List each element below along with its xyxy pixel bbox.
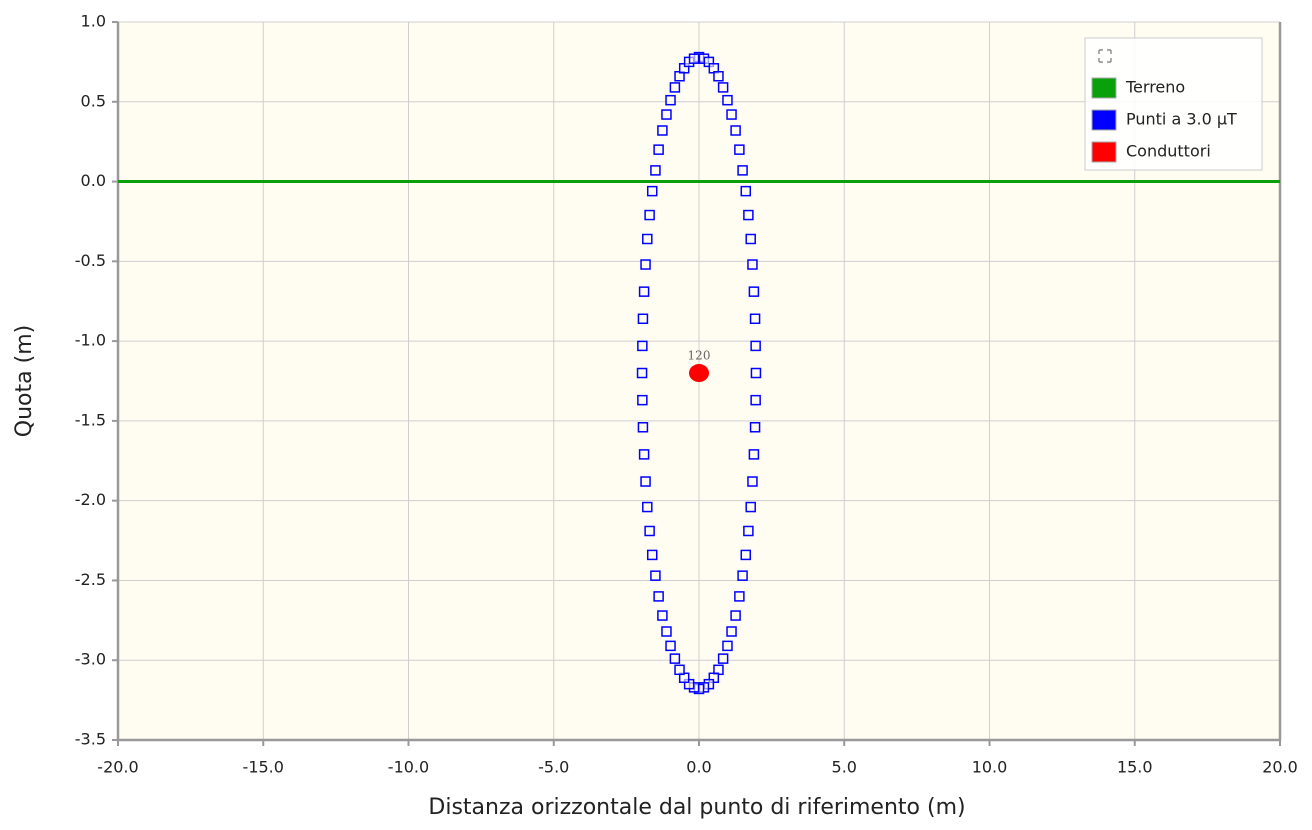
x-tick-label: -10.0 [388,758,429,777]
field-point [734,144,745,155]
x-tick-label: 10.0 [972,758,1008,777]
y-tick-label: 0.5 [81,91,106,110]
field-point [637,394,648,406]
field-point [669,82,681,93]
field-point [748,286,760,297]
field-point [646,185,658,197]
field-point [688,53,700,64]
field-point [646,549,658,561]
field-point [734,591,745,602]
field-point [674,664,685,676]
field-point [748,449,760,460]
field-point [726,109,737,120]
x-tick-label: 5.0 [832,758,857,777]
field-point [737,570,748,581]
field-point [730,125,741,136]
field-point [642,233,653,245]
field-point [661,109,672,120]
expand-icon [1098,49,1112,63]
legend-swatch [1091,77,1117,99]
field-point [650,165,661,176]
field-point [636,367,648,379]
field-point [722,94,733,106]
legend-label: Conduttori [1126,142,1211,161]
y-tick-label: -3.5 [75,730,106,749]
plot-border [116,22,1282,742]
x-tick-label: -15.0 [243,758,284,777]
conductor-label: 120 [688,349,711,363]
y-tick-label: -2.5 [75,570,106,589]
legend-label: Punti a 3.0 μT [1126,110,1237,129]
field-point [653,144,664,155]
field-point [640,259,651,270]
field-point [745,501,756,513]
x-tick-label: -5.0 [538,758,569,777]
field-point [637,422,649,433]
x-tick-label: -20.0 [97,758,138,777]
y-tick-label: -1.5 [75,410,106,429]
field-point [657,610,668,621]
field-point [637,313,649,325]
field-point [637,340,648,352]
field-point [750,340,761,352]
field-point [743,209,754,221]
field-point [726,626,737,637]
field-point [665,94,676,106]
field-point [750,394,761,406]
field-point [722,640,733,652]
y-tick-label: -2.0 [75,490,106,509]
field-point [743,525,754,537]
field-point [730,610,741,621]
field-point [638,286,650,297]
field-point [717,653,729,664]
field-point [669,653,681,664]
field-point [642,501,653,513]
field-point [640,476,651,487]
legend-label: Terreno [1125,78,1185,97]
y-tick-label: -0.5 [75,251,106,270]
x-tick-label: 15.0 [1117,758,1153,777]
field-point [737,165,748,176]
field-point [717,82,729,93]
x-tick-label: 20.0 [1262,758,1298,777]
x-axis-title: Distanza orizzontale dal punto di riferi… [428,795,965,820]
y-tick-label: -3.0 [75,650,106,669]
field-point [644,525,655,537]
field-point [745,233,756,245]
field-point [665,640,676,652]
field-point [740,549,752,561]
field-point [713,70,724,82]
field-point [638,449,650,460]
legend-swatch [1091,109,1117,131]
field-point [661,626,672,637]
field-point [749,422,761,433]
field-point [740,185,752,197]
y-tick-label: 1.0 [81,12,106,31]
field-point [750,367,762,379]
y-axis-title: Quota (m) [12,325,37,437]
y-tick-label: 0.0 [81,171,106,190]
field-point [749,313,761,325]
x-tick-label: 0.0 [686,758,711,777]
legend-swatch [1091,141,1117,163]
field-point [747,476,758,487]
field-point [747,259,758,270]
field-point [644,209,655,221]
field-point [653,591,664,602]
y-tick-label: -1.0 [75,331,106,350]
conductor [689,364,709,383]
field-point [650,570,661,581]
field-point [657,125,668,136]
